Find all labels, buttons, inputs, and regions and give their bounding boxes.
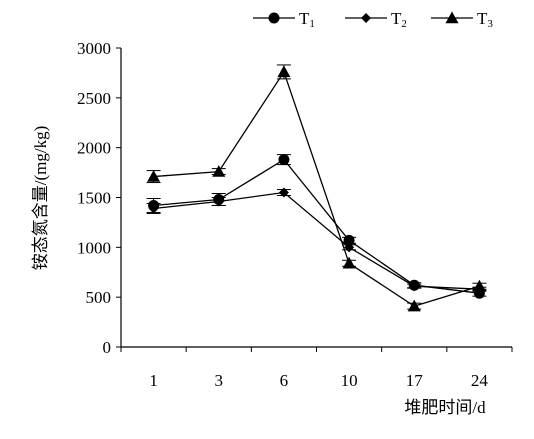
data-point bbox=[212, 165, 226, 177]
y-ticks: 0 500 1000 1500 2000 2500 3000 bbox=[77, 39, 121, 357]
y-axis-label: 铵态氮含量/(mg/kg) bbox=[31, 126, 50, 271]
legend-label: T3 bbox=[477, 9, 493, 30]
series-3 bbox=[146, 64, 487, 312]
legend-item-3: T3 bbox=[431, 9, 493, 30]
y-tick-label: 1500 bbox=[77, 189, 111, 208]
legend-label: T1 bbox=[299, 9, 315, 30]
x-tick-label: 6 bbox=[280, 371, 289, 390]
data-point bbox=[147, 170, 161, 182]
data-point bbox=[278, 154, 290, 166]
legend: T1 T2 T3 bbox=[253, 9, 493, 30]
y-tick-label: 0 bbox=[103, 338, 112, 357]
data-point bbox=[278, 187, 289, 198]
legend-label: T2 bbox=[391, 9, 407, 30]
data-point bbox=[148, 203, 159, 214]
data-point bbox=[472, 279, 486, 292]
legend-item-1: T1 bbox=[253, 9, 315, 30]
data-point bbox=[407, 299, 421, 312]
x-tick-label: 17 bbox=[406, 371, 424, 390]
series-group bbox=[146, 64, 487, 312]
series-2 bbox=[146, 187, 487, 295]
data-point bbox=[344, 242, 355, 253]
x-tick-label: 3 bbox=[215, 371, 224, 390]
data-point bbox=[342, 256, 356, 269]
y-tick-label: 3000 bbox=[77, 39, 111, 58]
axes bbox=[120, 48, 512, 348]
data-point bbox=[343, 234, 355, 246]
y-tick-label: 2000 bbox=[77, 139, 111, 158]
data-point bbox=[213, 196, 224, 207]
y-tick-label: 2500 bbox=[77, 89, 111, 108]
x-axis-label: 堆肥时间/d bbox=[404, 398, 486, 417]
data-point bbox=[409, 281, 420, 292]
data-point bbox=[277, 65, 291, 78]
legend-subscript: 2 bbox=[401, 18, 407, 30]
x-tick-label: 24 bbox=[471, 371, 489, 390]
series-line bbox=[153, 70, 480, 307]
legend-marker bbox=[445, 11, 459, 24]
series-line bbox=[153, 191, 480, 290]
legend-item-2: T2 bbox=[345, 9, 407, 30]
series-line bbox=[153, 158, 480, 294]
y-tick-label: 500 bbox=[86, 288, 112, 307]
legend-marker bbox=[268, 12, 280, 24]
y-tick-label: 1000 bbox=[77, 238, 111, 257]
x-tick-label: 1 bbox=[149, 371, 158, 390]
x-ticks: 1 3 6 10 17 24 bbox=[120, 347, 513, 390]
x-tick-label: 10 bbox=[341, 371, 358, 390]
series-1 bbox=[146, 154, 487, 299]
legend-marker bbox=[361, 13, 371, 23]
legend-subscript: 1 bbox=[309, 18, 315, 30]
legend-subscript: 3 bbox=[487, 18, 493, 30]
